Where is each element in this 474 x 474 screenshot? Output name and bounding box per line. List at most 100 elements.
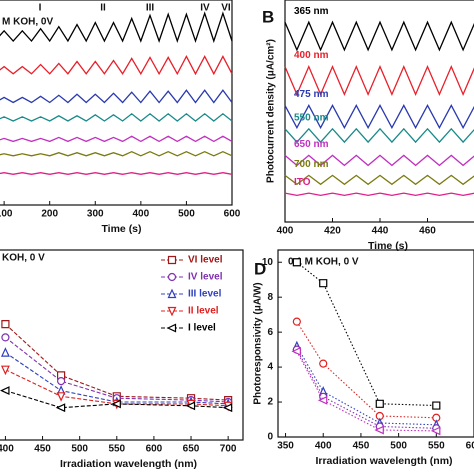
panel-letter: D [254, 259, 266, 278]
series-label: 550 nm [294, 112, 329, 123]
marker [0, 365, 10, 376]
y-axis-label: Photoresponsivity (μA/W) [253, 282, 264, 404]
marker [432, 401, 441, 410]
plot-frame [0, 249, 244, 441]
legend-marker [167, 255, 177, 265]
x-tick-label: 500 [390, 441, 407, 452]
y-tick-label: 10 [262, 257, 274, 268]
marker [319, 279, 328, 288]
x-tick-label: 350 [277, 441, 294, 452]
series-line [296, 345, 437, 426]
marker [374, 425, 384, 435]
series-label: 700 nm [294, 159, 329, 170]
series-line [284, 64, 474, 97]
marker [319, 359, 328, 368]
legend-label: I level [188, 323, 216, 334]
series-label: 400 nm [294, 50, 329, 61]
series-line [0, 135, 233, 143]
annotation: I [39, 3, 42, 14]
x-tick-label: 450 [353, 441, 370, 452]
series-label: 365 nm [294, 6, 329, 17]
annotation: IV [200, 3, 210, 14]
series-line [296, 351, 437, 432]
panel-title: M KOH, 0V [2, 17, 53, 28]
series-line [0, 112, 233, 122]
x-tick-label: 550 [108, 444, 125, 455]
y-tick-label: 8 [267, 292, 273, 303]
marker [185, 401, 196, 411]
marker [1, 320, 10, 329]
marker [57, 377, 66, 386]
y-axis-label: Photocurrent density (μA/cm²) [266, 39, 277, 183]
legend-marker [167, 272, 177, 282]
marker [317, 395, 328, 405]
series-label: 475 nm [294, 89, 329, 100]
series-line [0, 11, 233, 44]
y-tick-label: 4 [267, 362, 273, 373]
x-tick-label: 300 [87, 209, 104, 220]
panel-letter: B [262, 7, 274, 26]
series-line [284, 104, 474, 130]
series-line [296, 261, 437, 407]
x-tick-label: 450 [34, 444, 51, 455]
marker [292, 258, 301, 267]
series-line [284, 20, 474, 52]
panel-title: KOH, 0 V [2, 253, 45, 264]
annotation: II [100, 3, 106, 14]
panel-title: 0.1 M KOH, 0 V [288, 257, 359, 268]
series-line [0, 172, 233, 175]
series-line [296, 321, 437, 419]
x-tick-label: 650 [183, 444, 200, 455]
annotation: III [146, 3, 155, 14]
marker [430, 426, 441, 436]
x-tick-label: 100 [0, 209, 13, 220]
x-tick-label: 420 [324, 226, 341, 237]
x-tick-label: 550 [428, 441, 445, 452]
legend-label: II level [188, 306, 219, 317]
legend-label: VI level [188, 255, 223, 266]
series-label: ITO [294, 177, 311, 188]
x-tick-label: 460 [419, 226, 436, 237]
x-tick-label: 700 [220, 444, 237, 455]
series-label: 650 nm [294, 139, 329, 150]
marker [1, 333, 10, 342]
x-tick-label: 600 [466, 441, 474, 452]
x-axis-label: Time (s) [101, 223, 141, 235]
series-line [284, 174, 474, 186]
marker [55, 403, 66, 413]
annotation: VI [221, 3, 231, 14]
x-tick-label: 500 [178, 209, 195, 220]
y-tick-label: 0 [267, 432, 273, 443]
marker [0, 347, 10, 357]
legend-marker [166, 323, 177, 333]
x-tick-label: 400 [0, 444, 14, 455]
x-axis-label: Irradiation wavelength (nm) [60, 458, 197, 470]
x-tick-label: 600 [146, 444, 163, 455]
x-tick-label: 400 [133, 209, 150, 220]
plot-frame [277, 249, 474, 438]
x-axis-label: Irradiation wavelength (nm) [315, 455, 452, 467]
marker [111, 399, 121, 409]
x-tick-label: 500 [71, 444, 88, 455]
legend-label: IV level [188, 272, 223, 283]
legend-marker [167, 306, 177, 317]
marker [375, 399, 384, 408]
series-line [5, 323, 229, 401]
marker [56, 392, 66, 402]
x-tick-label: 200 [41, 209, 58, 220]
x-tick-label: 400 [315, 441, 332, 452]
series-line [284, 154, 474, 167]
y-tick-label: 2 [267, 397, 273, 408]
x-tick-label: 600 [224, 209, 241, 220]
legend-marker [167, 288, 177, 299]
marker [432, 413, 441, 422]
marker [0, 386, 10, 396]
marker [375, 411, 384, 421]
marker [291, 346, 301, 356]
marker [292, 317, 301, 326]
y-tick-label: 6 [267, 327, 273, 338]
series-line [5, 352, 229, 405]
series-line [296, 349, 437, 429]
marker [222, 403, 233, 413]
